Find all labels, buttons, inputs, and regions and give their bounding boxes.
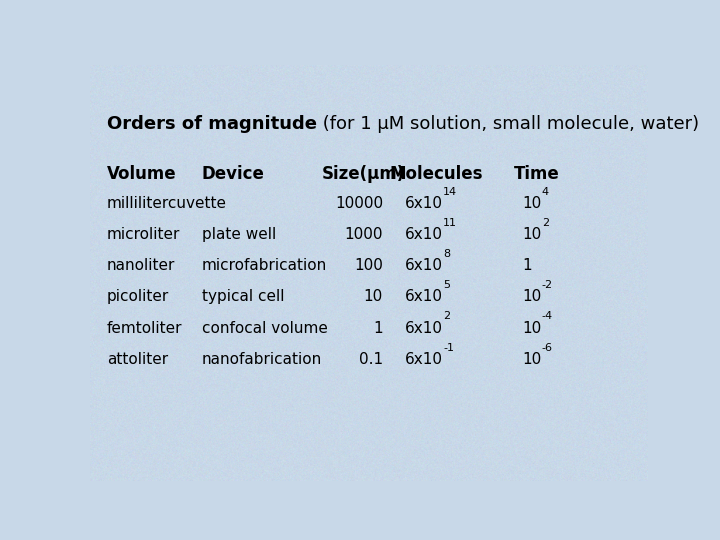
Text: microfabrication: microfabrication <box>202 258 327 273</box>
Text: Size(μm): Size(μm) <box>322 165 405 183</box>
Text: 10: 10 <box>523 352 541 367</box>
Text: confocal volume: confocal volume <box>202 321 328 335</box>
Text: 11: 11 <box>444 218 457 228</box>
Text: Volume: Volume <box>107 165 176 183</box>
Text: attoliter: attoliter <box>107 352 168 367</box>
Text: picoliter: picoliter <box>107 289 169 305</box>
Text: nanoliter: nanoliter <box>107 258 175 273</box>
Text: 10: 10 <box>523 321 541 335</box>
Text: 0.1: 0.1 <box>359 352 383 367</box>
Text: femtoliter: femtoliter <box>107 321 182 335</box>
Text: 1: 1 <box>523 258 532 273</box>
Text: 14: 14 <box>444 187 457 197</box>
Text: 1: 1 <box>374 321 383 335</box>
Text: Orders of magnitude: Orders of magnitude <box>107 114 317 133</box>
Text: 2: 2 <box>541 218 549 228</box>
Text: 10000: 10000 <box>335 196 383 211</box>
Text: nanofabrication: nanofabrication <box>202 352 322 367</box>
Text: -1: -1 <box>444 342 454 353</box>
Text: -4: -4 <box>541 312 553 321</box>
Text: 6x10: 6x10 <box>405 352 444 367</box>
Text: 10: 10 <box>364 289 383 305</box>
Text: 5: 5 <box>444 280 450 290</box>
Text: Device: Device <box>202 165 264 183</box>
Text: millilitercuvette: millilitercuvette <box>107 196 227 211</box>
Text: 100: 100 <box>354 258 383 273</box>
Text: plate well: plate well <box>202 227 276 242</box>
Text: 6x10: 6x10 <box>405 321 444 335</box>
Text: 4: 4 <box>541 187 549 197</box>
Text: -2: -2 <box>541 280 553 290</box>
Text: 2: 2 <box>444 312 451 321</box>
Text: microliter: microliter <box>107 227 180 242</box>
Text: 10: 10 <box>523 227 541 242</box>
Text: typical cell: typical cell <box>202 289 284 305</box>
Text: 1000: 1000 <box>344 227 383 242</box>
Text: 6x10: 6x10 <box>405 196 444 211</box>
Text: 6x10: 6x10 <box>405 227 444 242</box>
Text: 10: 10 <box>523 196 541 211</box>
Text: Molecules: Molecules <box>390 165 482 183</box>
Text: 6x10: 6x10 <box>405 258 444 273</box>
Text: (for 1 μM solution, small molecule, water): (for 1 μM solution, small molecule, wate… <box>317 114 699 133</box>
Text: Time: Time <box>513 165 559 183</box>
Text: 6x10: 6x10 <box>405 289 444 305</box>
Text: 10: 10 <box>523 289 541 305</box>
Text: 8: 8 <box>444 249 451 259</box>
Text: -6: -6 <box>541 342 553 353</box>
